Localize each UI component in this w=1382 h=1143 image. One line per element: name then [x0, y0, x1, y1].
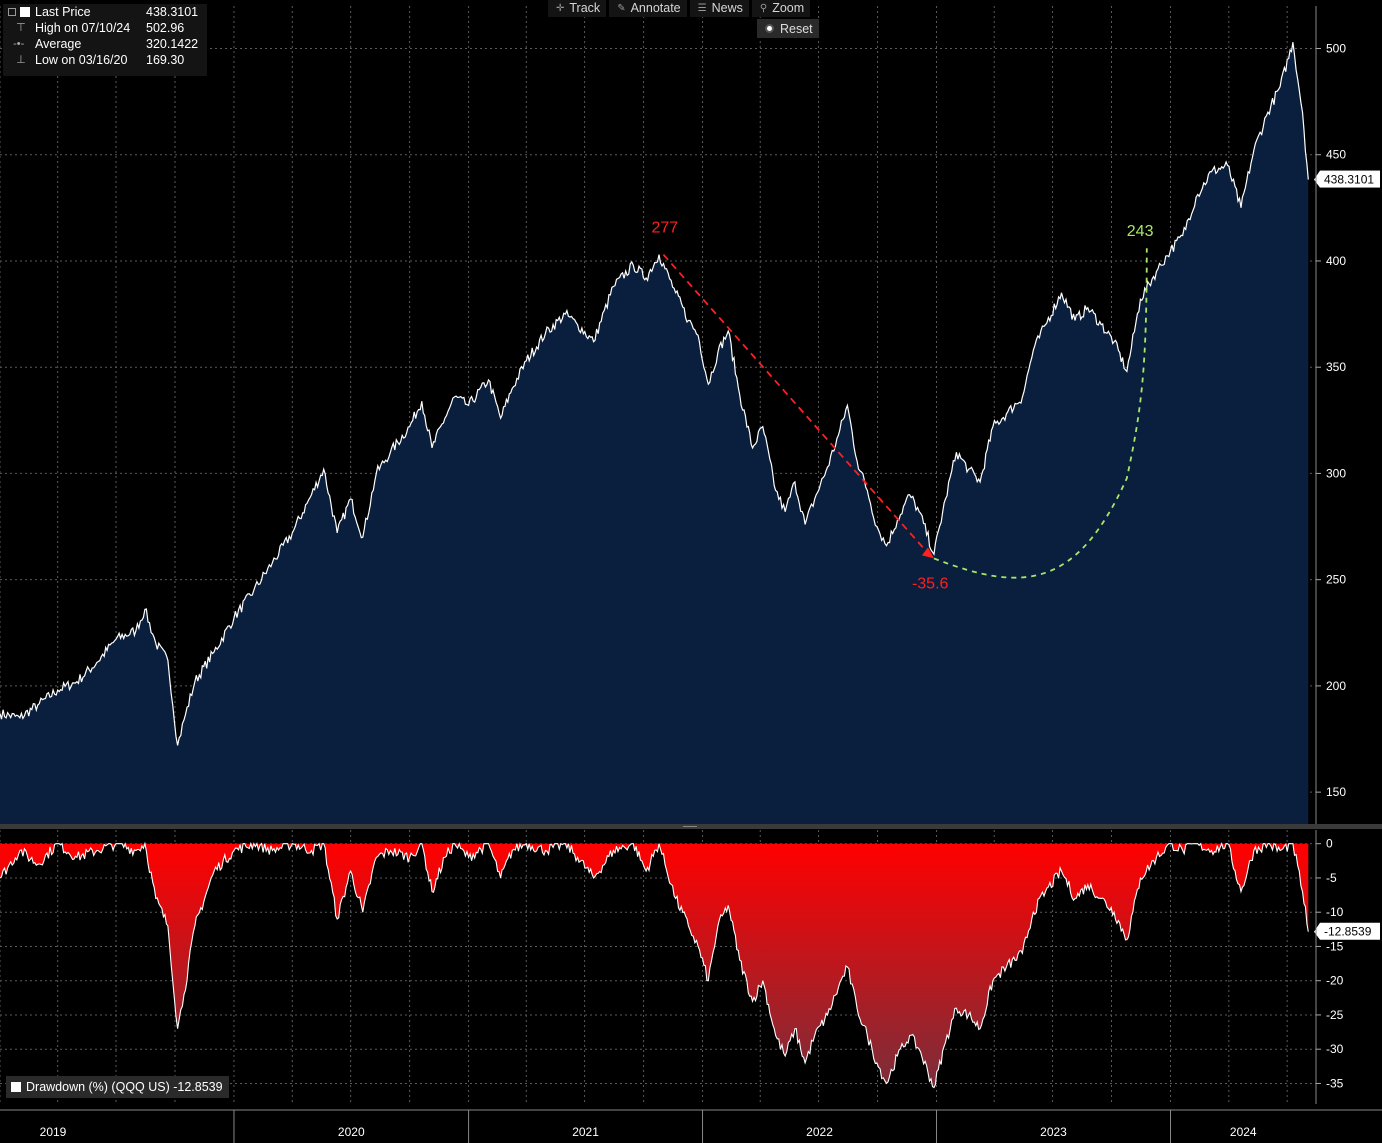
high-marker-icon: ⊤: [7, 22, 26, 34]
y-tick-label: -20: [1326, 974, 1344, 988]
drawdown-arrow: [662, 253, 931, 557]
y-tick-label: 400: [1326, 254, 1346, 268]
crosshair-icon: ✛: [556, 3, 565, 14]
last-price-value: 438.3101: [146, 5, 199, 19]
y-tick-label: 450: [1326, 148, 1346, 162]
high-label: High on 07/10/24: [35, 21, 131, 35]
y-tick-label: -10: [1326, 905, 1344, 919]
track-button[interactable]: ✛ Track: [548, 0, 607, 17]
y-tick-label: -5: [1326, 871, 1337, 885]
y-tick-label: -15: [1326, 939, 1344, 953]
y-tick-label: 0: [1326, 837, 1333, 851]
reset-button[interactable]: Reset: [757, 19, 819, 38]
last-value-tag-arrow: [1314, 922, 1320, 940]
drawdown-legend: Drawdown (%) (QQQ US) -12.8539: [6, 1076, 229, 1098]
x-tick-label: 2023: [1040, 1125, 1067, 1139]
x-tick-label: 2022: [806, 1125, 833, 1139]
price-pane: 150 200 250 300 350 400 450 500 438.3101 277 -35.6…: [0, 6, 1380, 824]
news-icon: ☰: [697, 3, 707, 14]
x-tick-label: 2019: [40, 1125, 67, 1139]
low-label: Low on 03/16/20: [35, 53, 128, 67]
last-value-tag: [1320, 922, 1380, 940]
last-value-label: 438.3101: [1324, 173, 1374, 187]
price-area: [0, 42, 1309, 824]
reset-icon: [765, 24, 774, 33]
pencil-icon: ✎: [617, 3, 626, 14]
average-marker-icon: -•-: [7, 38, 25, 50]
drawdown-pane: 0 -5 -10 -15 -20 -25 -30 -35 -12.8539: [0, 830, 1380, 1104]
y-tick-label: -35: [1326, 1076, 1344, 1090]
drawdown-arrow-head: [921, 547, 934, 559]
y-tick-label: 500: [1326, 41, 1346, 55]
y-tick-label: -30: [1326, 1042, 1344, 1056]
annotate-button[interactable]: ✎ Annotate: [609, 0, 687, 17]
low-marker-icon: ⊥: [7, 54, 26, 66]
x-tick-label: 2021: [572, 1125, 599, 1139]
chart-toolbar: ✛ Track ✎ Annotate ☰ News ⚲ Zoom: [548, 0, 811, 17]
zoom-button[interactable]: ⚲ Zoom: [751, 0, 811, 17]
y-tick-label: 250: [1326, 573, 1346, 587]
recovery-curve: [933, 248, 1148, 579]
average-label: Average: [35, 37, 82, 51]
drawdown-legend-label: Drawdown (%) (QQQ US) -12.8539: [26, 1080, 223, 1094]
y-tick-label: 300: [1326, 466, 1346, 480]
drop-annotation: -35.6: [912, 575, 949, 592]
high-value: 502.96: [146, 21, 185, 35]
drawdown-area: [0, 843, 1309, 1088]
news-button[interactable]: ☰ News: [689, 0, 749, 17]
magnifier-icon: ⚲: [759, 3, 768, 14]
x-tick-label: 2020: [338, 1125, 365, 1139]
peak-annotation: 277: [651, 220, 678, 237]
last-value-tag-arrow: [1314, 170, 1320, 188]
y-tick-label: 350: [1326, 360, 1346, 374]
recovery-annotation: 243: [1127, 223, 1154, 240]
x-tick-label: 2024: [1230, 1125, 1257, 1139]
y-tick-label: -25: [1326, 1008, 1344, 1022]
last-value-label: -12.8539: [1324, 925, 1372, 939]
drawdown-line: [0, 841, 1309, 1089]
low-value: 169.30: [146, 53, 185, 67]
y-tick-label: 150: [1326, 785, 1346, 799]
price-line: [0, 42, 1309, 746]
average-value: 320.1422: [146, 37, 199, 51]
last-value-tag: [1320, 170, 1380, 188]
last-price-label: Last Price: [35, 5, 91, 19]
price-legend: Last Price 438.3101 ⊤ High on 07/10/24 5…: [3, 4, 207, 76]
y-tick-label: 200: [1326, 679, 1346, 693]
